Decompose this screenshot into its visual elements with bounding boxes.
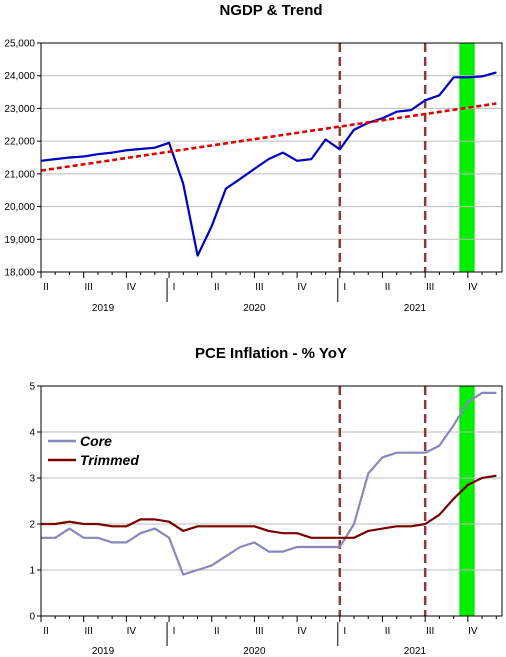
x-tick-label: III xyxy=(255,626,263,637)
chart-title: NGDP & Trend xyxy=(219,2,322,19)
x-tick-label: III xyxy=(85,626,93,637)
x-tick-label: II xyxy=(385,626,391,637)
x-tick-label: I xyxy=(343,626,346,637)
x-tick-label: II xyxy=(43,626,49,637)
y-tick-label: 2 xyxy=(29,520,35,531)
legend-item-core: Core xyxy=(48,433,112,449)
year-label: 2019 xyxy=(92,646,115,657)
y-tick-label: 23,000 xyxy=(4,104,35,115)
x-tick-label: IV xyxy=(127,282,137,293)
year-label: 2020 xyxy=(243,303,266,314)
x-tick-label: I xyxy=(343,282,346,293)
plot-frame xyxy=(40,385,503,617)
y-tick-label: 3 xyxy=(29,474,35,485)
year-label: 2020 xyxy=(243,646,266,657)
x-tick-label: II xyxy=(214,282,220,293)
shaded-band-group xyxy=(459,386,475,616)
y-tick-label: 18,000 xyxy=(4,268,35,279)
series-line-core xyxy=(41,391,497,576)
y-tick-label: 21,000 xyxy=(4,169,35,180)
x-tick-label: II xyxy=(385,282,391,293)
x-tick-label: I xyxy=(173,282,176,293)
y-tick-label: 22,000 xyxy=(4,137,35,148)
shaded-band xyxy=(459,386,475,616)
vertical-markers xyxy=(338,386,427,616)
y-axis: 18,000 19,000 20,000 21,000 22,000 23,000 24,0… xyxy=(4,39,41,279)
plot-frame xyxy=(40,42,503,273)
legend-label-core: Core xyxy=(80,433,112,449)
y-tick-label: 24,000 xyxy=(4,71,35,82)
series-group xyxy=(40,71,497,257)
x-tick-label: III xyxy=(426,626,434,637)
x-tick-label: II xyxy=(43,282,49,293)
x-tick-label: IV xyxy=(127,626,137,637)
x-tick-label: IV xyxy=(468,282,478,293)
y-axis: 0 1 2 3 4 5 xyxy=(29,382,41,623)
y-tick-label: 0 xyxy=(29,612,35,623)
year-label: 2021 xyxy=(404,646,427,657)
ngdp-chart: NGDP & Trend 18,000 19,000 20,000 21,000 22,… xyxy=(4,2,503,314)
x-tick-label: III xyxy=(255,282,263,293)
x-tick-label: IV xyxy=(468,626,478,637)
y-tick-label: 1 xyxy=(29,566,35,577)
year-label: 2019 xyxy=(92,303,115,314)
series-line-ngdp xyxy=(40,71,497,257)
y-tick-label: 20,000 xyxy=(4,202,35,213)
series-line-trimmed xyxy=(41,474,497,539)
series-group xyxy=(41,391,497,576)
x-tick-label: III xyxy=(85,282,93,293)
x-tick-label: I xyxy=(173,626,176,637)
vertical-markers xyxy=(338,43,427,272)
y-tick-label: 19,000 xyxy=(4,235,35,246)
legend: Core Trimmed xyxy=(48,433,139,468)
legend-item-trimmed: Trimmed xyxy=(48,452,139,468)
year-label: 2021 xyxy=(404,303,427,314)
x-tick-label: III xyxy=(426,282,434,293)
x-tick-label: II xyxy=(214,626,220,637)
shaded-band-group xyxy=(459,43,475,272)
series-line-trend xyxy=(40,102,497,172)
legend-label-trimmed: Trimmed xyxy=(80,452,139,468)
chart-title: PCE Inflation - % YoY xyxy=(195,345,347,362)
y-tick-label: 4 xyxy=(29,428,35,439)
y-tick-label: 5 xyxy=(29,382,35,393)
x-tick-label: IV xyxy=(297,282,307,293)
x-tick-label: IV xyxy=(297,626,307,637)
y-tick-label: 25,000 xyxy=(4,39,35,50)
shaded-band xyxy=(459,43,475,272)
